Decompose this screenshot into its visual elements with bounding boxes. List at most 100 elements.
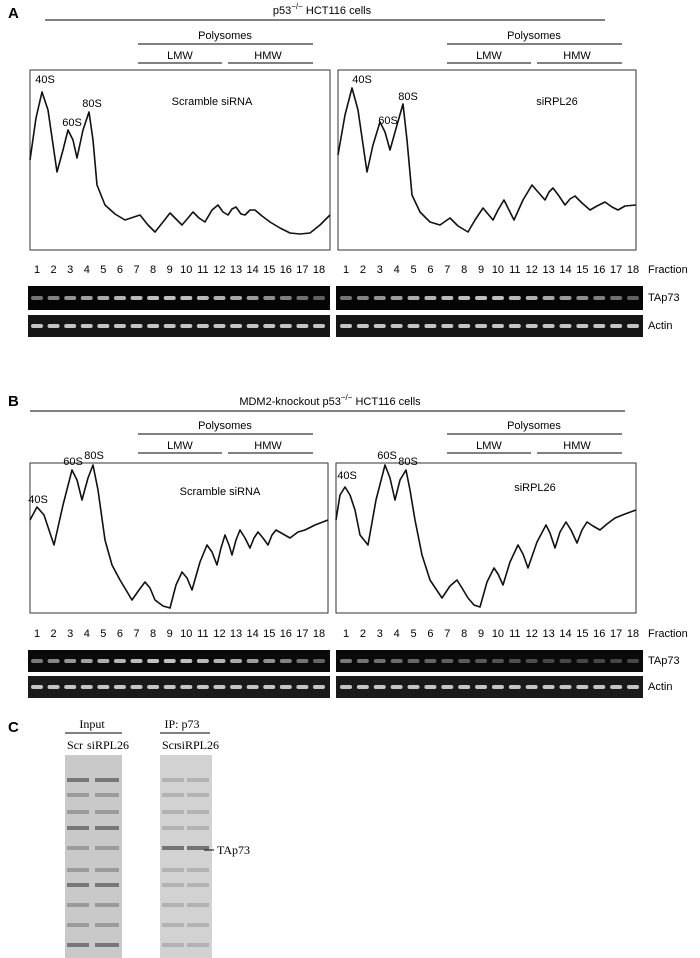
fraction-number: 16 [593, 628, 605, 640]
gel-band [180, 324, 193, 328]
gel-band [475, 296, 488, 300]
gel-band [187, 883, 209, 887]
gel-band [80, 296, 93, 300]
gel-band [296, 659, 309, 663]
fraction-number: 7 [444, 264, 450, 276]
gel-band [187, 923, 209, 927]
fraction-label: Fraction [648, 628, 688, 640]
gel-band [162, 793, 184, 797]
gel-band [67, 923, 89, 927]
gel-band [147, 685, 160, 689]
gel-band [491, 659, 504, 663]
fraction-number: 16 [593, 264, 605, 276]
gel-band [113, 296, 126, 300]
fraction-number: 5 [100, 628, 106, 640]
gel-band [113, 659, 126, 663]
gel-band [95, 826, 119, 830]
fraction-number: 14 [247, 264, 259, 276]
gel-strip [28, 650, 330, 672]
gel-band [67, 943, 89, 947]
title-sup: −/− [291, 2, 303, 11]
gel-band [64, 296, 77, 300]
gel-band [113, 685, 126, 689]
gel-band [340, 659, 352, 663]
gel-band [559, 296, 572, 300]
gel-band [373, 324, 386, 328]
gel-band [97, 324, 110, 328]
gel-band [263, 296, 276, 300]
gel-band [80, 659, 93, 663]
profile-box [335, 462, 637, 614]
lmw-label: LMW [476, 440, 502, 452]
hmw-label: HMW [254, 440, 282, 452]
fraction-number: 7 [444, 628, 450, 640]
gel-band [279, 324, 292, 328]
gel-band [162, 810, 184, 814]
gel-band [340, 324, 352, 328]
gel-band [163, 659, 176, 663]
gel-band [230, 296, 243, 300]
gel-band [441, 296, 454, 300]
gel-strip [28, 676, 330, 698]
gel-band [373, 685, 386, 689]
fraction-number: 1 [343, 264, 349, 276]
gel-band [162, 883, 184, 887]
gel-band [162, 778, 184, 782]
gel-band [246, 296, 259, 300]
fraction-number: 11 [197, 264, 208, 276]
gel-band [296, 685, 309, 689]
gel-band [47, 324, 60, 328]
fraction-number: 4 [394, 264, 400, 276]
gel-band [458, 685, 471, 689]
gel-band [162, 846, 184, 850]
gel-band [340, 296, 352, 300]
gel-band [475, 324, 488, 328]
gel-band [97, 296, 110, 300]
gel-band [627, 296, 639, 300]
gel-band [508, 296, 521, 300]
gel-band [187, 826, 209, 830]
fraction-number: 11 [509, 628, 520, 640]
gel-band [187, 793, 209, 797]
gel-band [390, 659, 403, 663]
lane-label: Scr [162, 738, 178, 752]
gel-band [508, 659, 521, 663]
gel-band [525, 324, 538, 328]
profile-box [337, 69, 637, 251]
gel-band [313, 296, 325, 300]
gel-band [373, 659, 386, 663]
lmw-label: LMW [167, 440, 193, 452]
fraction-number: 13 [542, 264, 554, 276]
gel-band [441, 659, 454, 663]
fraction-number: 15 [576, 628, 588, 640]
gel-band [593, 659, 606, 663]
gel-band [296, 296, 309, 300]
gel-band [627, 324, 639, 328]
hmw-label: HMW [563, 440, 591, 452]
gel-band [407, 324, 420, 328]
gel-band [95, 883, 119, 887]
peak-label: 80S [398, 91, 418, 103]
fraction-number: 9 [478, 264, 484, 276]
gel-band [130, 659, 143, 663]
gel-band [246, 324, 259, 328]
fraction-label: Fraction [648, 264, 688, 276]
peak-label: 80S [398, 456, 418, 468]
hmw-label: HMW [563, 50, 591, 62]
gel-band [230, 685, 243, 689]
gel-band [610, 659, 623, 663]
fraction-number: 12 [526, 264, 538, 276]
fraction-number: 4 [84, 264, 90, 276]
gel-band [525, 296, 538, 300]
fraction-number: 5 [100, 264, 106, 276]
gel-band [163, 324, 176, 328]
gel-strip [336, 286, 643, 310]
peak-label: 40S [28, 494, 48, 506]
group-label: IP: p73 [164, 717, 199, 731]
gel-strip [336, 676, 643, 698]
gel-band [31, 324, 43, 328]
gel-band [196, 324, 209, 328]
lane-label: Scr [67, 738, 83, 752]
gel-band [180, 685, 193, 689]
gel-band [67, 778, 89, 782]
